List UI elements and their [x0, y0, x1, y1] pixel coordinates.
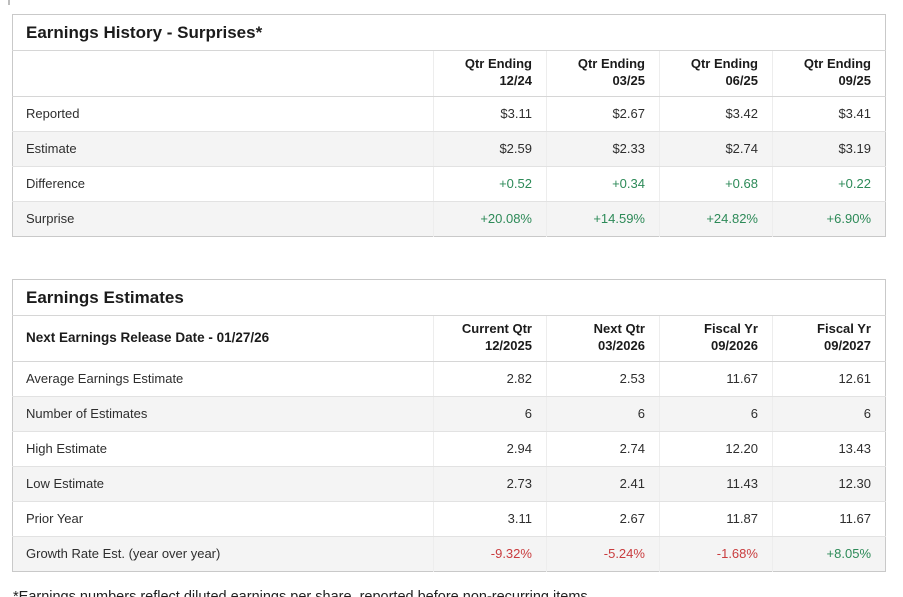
cell-value-positive: +6.90%: [772, 201, 886, 237]
cell-value: 6: [545, 396, 660, 432]
cell-value: 6: [658, 396, 773, 432]
earnings-estimates-title-row: Earnings Estimates: [12, 279, 886, 316]
row-label: Surprise: [12, 201, 434, 237]
cell-value-positive: +8.05%: [771, 536, 886, 572]
earnings-history-title-row: Earnings History - Surprises*: [12, 14, 886, 51]
column-header-qtr-0925: Qtr Ending 09/25: [772, 50, 886, 97]
table-row-estimate: Estimate $2.59 $2.33 $2.74 $3.19: [12, 131, 886, 167]
cell-value: 6: [771, 396, 886, 432]
row-label: Reported: [12, 96, 434, 132]
cell-value: 2.53: [545, 361, 660, 397]
earnings-history-title: Earnings History - Surprises*: [12, 14, 886, 51]
cell-value: 12.61: [771, 361, 886, 397]
cell-value-positive: +20.08%: [433, 201, 547, 237]
cell-value-positive: +0.22: [772, 166, 886, 202]
earnings-estimates-table: Earnings Estimates Next Earnings Release…: [12, 278, 886, 572]
next-earnings-release-date: Next Earnings Release Date - 01/27/26: [12, 315, 434, 362]
table-row-high-estimate: High Estimate 2.94 2.74 12.20 13.43: [12, 431, 886, 467]
column-header-fiscal-yr-2027: Fiscal Yr 09/2027: [771, 315, 886, 362]
cell-value: $2.59: [433, 131, 547, 167]
cell-value: 11.67: [771, 501, 886, 537]
table-row-reported: Reported $3.11 $2.67 $3.42 $3.41: [12, 96, 886, 132]
row-label: Difference: [12, 166, 434, 202]
column-header-qtr-1224: Qtr Ending 12/24: [433, 50, 547, 97]
table-row-number-of-estimates: Number of Estimates 6 6 6 6: [12, 396, 886, 432]
earnings-footnote: *Earnings numbers reflect diluted earnin…: [13, 588, 592, 597]
cell-value: 2.67: [545, 501, 660, 537]
earnings-estimates-column-headers: Next Earnings Release Date - 01/27/26 Cu…: [12, 315, 886, 362]
empty-header-cell: [12, 50, 434, 97]
column-header-fiscal-yr-2026: Fiscal Yr 09/2026: [658, 315, 773, 362]
row-label: Prior Year: [12, 501, 434, 537]
table-row-difference: Difference +0.52 +0.34 +0.68 +0.22: [12, 166, 886, 202]
cell-value: 2.82: [432, 361, 547, 397]
row-label: Number of Estimates: [12, 396, 434, 432]
cell-value-positive: +0.34: [546, 166, 660, 202]
row-label: Growth Rate Est. (year over year): [12, 536, 434, 572]
cell-value: 6: [432, 396, 547, 432]
cell-value: 11.43: [658, 466, 773, 502]
cropped-element-stub: [8, 0, 10, 5]
cell-value-positive: +0.52: [433, 166, 547, 202]
cell-value: 3.11: [432, 501, 547, 537]
cell-value: $3.41: [772, 96, 886, 132]
section-gap: [12, 237, 903, 279]
cell-value: $3.42: [659, 96, 773, 132]
row-label: Low Estimate: [12, 466, 434, 502]
cell-value: $3.11: [433, 96, 547, 132]
column-header-qtr-0325: Qtr Ending 03/25: [546, 50, 660, 97]
cell-value: $2.67: [546, 96, 660, 132]
table-row-low-estimate: Low Estimate 2.73 2.41 11.43 12.30: [12, 466, 886, 502]
cell-value-negative: -5.24%: [545, 536, 660, 572]
cell-value-positive: +14.59%: [546, 201, 660, 237]
cell-value-positive: +24.82%: [659, 201, 773, 237]
cell-value: 2.73: [432, 466, 547, 502]
row-label: Estimate: [12, 131, 434, 167]
cell-value: 2.94: [432, 431, 547, 467]
table-row-surprise: Surprise +20.08% +14.59% +24.82% +6.90%: [12, 201, 886, 237]
cell-value: $2.74: [659, 131, 773, 167]
cell-value: 2.41: [545, 466, 660, 502]
cell-value-negative: -9.32%: [432, 536, 547, 572]
cell-value: 11.87: [658, 501, 773, 537]
cell-value-positive: +0.68: [659, 166, 773, 202]
cell-value: 13.43: [771, 431, 886, 467]
earnings-history-column-headers: Qtr Ending 12/24 Qtr Ending 03/25 Qtr En…: [12, 50, 886, 97]
table-row-prior-year: Prior Year 3.11 2.67 11.87 11.67: [12, 501, 886, 537]
cell-value: 12.30: [771, 466, 886, 502]
column-header-next-qtr: Next Qtr 03/2026: [545, 315, 660, 362]
cell-value-negative: -1.68%: [658, 536, 773, 572]
cell-value: 2.74: [545, 431, 660, 467]
cell-value: 11.67: [658, 361, 773, 397]
cell-value: 12.20: [658, 431, 773, 467]
row-label: Average Earnings Estimate: [12, 361, 434, 397]
earnings-history-table: Earnings History - Surprises* Qtr Ending…: [12, 14, 886, 237]
column-header-qtr-0625: Qtr Ending 06/25: [659, 50, 773, 97]
table-row-growth-rate-est: Growth Rate Est. (year over year) -9.32%…: [12, 536, 886, 572]
table-row-average-earnings-estimate: Average Earnings Estimate 2.82 2.53 11.6…: [12, 361, 886, 397]
row-label: High Estimate: [12, 431, 434, 467]
column-header-current-qtr: Current Qtr 12/2025: [432, 315, 547, 362]
earnings-estimates-title: Earnings Estimates: [12, 279, 886, 316]
cell-value: $2.33: [546, 131, 660, 167]
cell-value: $3.19: [772, 131, 886, 167]
